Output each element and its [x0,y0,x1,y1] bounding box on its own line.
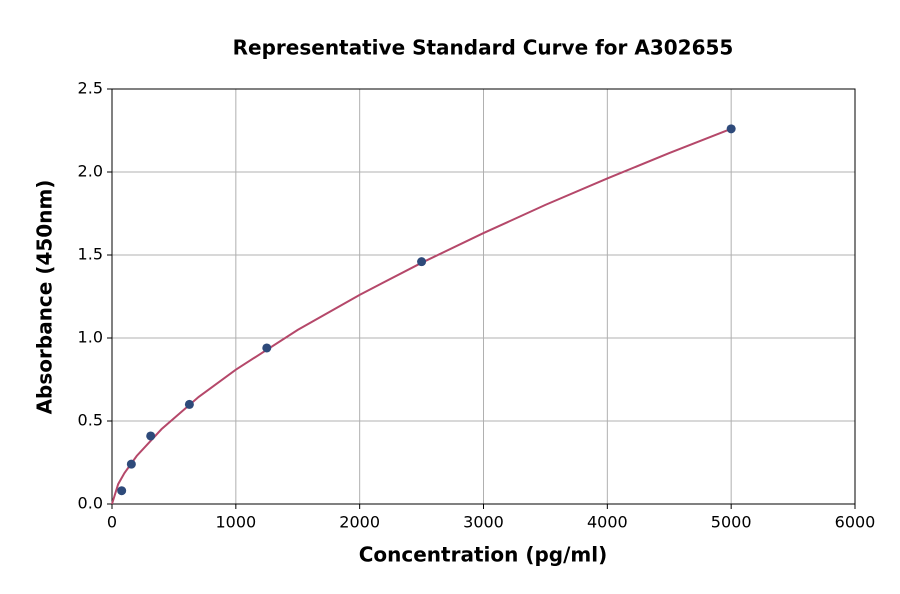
data-point [117,486,127,496]
chart-title: Representative Standard Curve for A30265… [233,36,734,60]
data-point [126,459,136,469]
x-tick-label: 5000 [711,513,752,532]
x-tick-label: 1000 [215,513,256,532]
x-tick-label: 0 [107,513,117,532]
y-axis-label: Absorbance (450nm) [33,180,57,415]
y-tick-label: 2.5 [78,79,103,98]
y-tick-label: 1.0 [78,328,103,347]
x-axis-label: Concentration (pg/ml) [359,543,608,567]
data-point [184,399,194,409]
y-tick-label: 0.5 [78,411,103,430]
fit-curve [111,127,732,505]
data-point [726,124,736,134]
x-tick-label: 2000 [339,513,380,532]
x-tick-label: 3000 [463,513,504,532]
data-point [417,257,427,267]
data-point [146,431,156,441]
x-tick-label: 6000 [835,513,876,532]
y-tick-label: 2.0 [78,162,103,181]
data-point [262,343,272,353]
y-tick-label: 0.0 [78,494,103,513]
plot-frame [111,88,856,505]
x-tick-label: 4000 [587,513,628,532]
y-tick-label: 1.5 [78,245,103,264]
